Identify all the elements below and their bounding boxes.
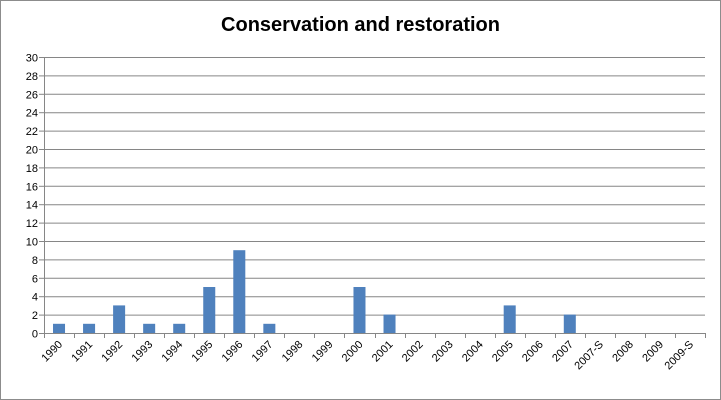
y-tick-label: 16 — [26, 181, 38, 193]
x-tick-label: 2007 — [550, 339, 576, 365]
chart-title: Conservation and restoration — [221, 14, 500, 36]
y-tick-label: 30 — [26, 53, 38, 65]
y-tick-label: 2 — [32, 310, 38, 322]
x-tick-label: 1991 — [69, 339, 95, 365]
x-tick-label: 1990 — [39, 339, 65, 365]
bar — [503, 305, 516, 333]
x-tick-label: 2007-S — [572, 339, 606, 373]
bars — [53, 250, 576, 333]
x-tick-label: 2009-S — [663, 339, 697, 373]
x-tick-label: 2003 — [430, 339, 456, 365]
y-tick-label: 24 — [26, 108, 38, 120]
bar — [83, 323, 96, 333]
x-tick-label: 2009 — [640, 339, 666, 365]
bar — [173, 323, 186, 333]
x-tick-label: 1994 — [160, 339, 186, 365]
y-tick-label: 14 — [26, 200, 38, 212]
x-tick-label: 1996 — [220, 339, 246, 365]
x-axis-ticks: 1990 1991 1992 1993 1994 1995 1996 1997 1998 1999… — [39, 333, 706, 373]
y-tick-label: 4 — [32, 292, 38, 304]
x-tick-label: 2002 — [400, 339, 426, 365]
y-tick-label: 6 — [32, 273, 38, 285]
bar — [113, 305, 126, 333]
x-tick-label: 1995 — [190, 339, 216, 365]
y-tick-label: 10 — [26, 237, 38, 249]
bar — [563, 314, 576, 333]
y-tick-label: 8 — [32, 255, 38, 267]
x-tick-label: 1998 — [280, 339, 306, 365]
x-tick-label: 2004 — [460, 339, 486, 365]
x-tick-label: 1999 — [310, 339, 336, 365]
x-tick-label: 1992 — [99, 339, 125, 365]
bar — [143, 323, 156, 333]
gridlines — [39, 57, 705, 334]
y-tick-label: 28 — [26, 71, 38, 83]
y-tick-label: 20 — [26, 145, 38, 157]
bar — [233, 250, 246, 333]
x-tick-label: 2008 — [610, 339, 636, 365]
x-tick-label: 2000 — [340, 339, 366, 365]
bar — [53, 323, 66, 333]
y-tick-label: 0 — [32, 329, 38, 341]
bar — [383, 314, 396, 333]
y-tick-label: 22 — [26, 126, 38, 138]
bar — [263, 323, 276, 333]
x-tick-label: 2005 — [490, 339, 516, 365]
y-tick-label: 26 — [26, 89, 38, 101]
y-tick-label: 18 — [26, 163, 38, 175]
x-tick-label: 1993 — [129, 339, 155, 365]
x-tick-label: 2001 — [370, 339, 396, 365]
bar — [203, 287, 216, 333]
y-tick-label: 12 — [26, 218, 38, 230]
x-tick-label: 2006 — [520, 339, 546, 365]
x-tick-label: 1997 — [250, 339, 276, 365]
bar — [353, 287, 366, 333]
